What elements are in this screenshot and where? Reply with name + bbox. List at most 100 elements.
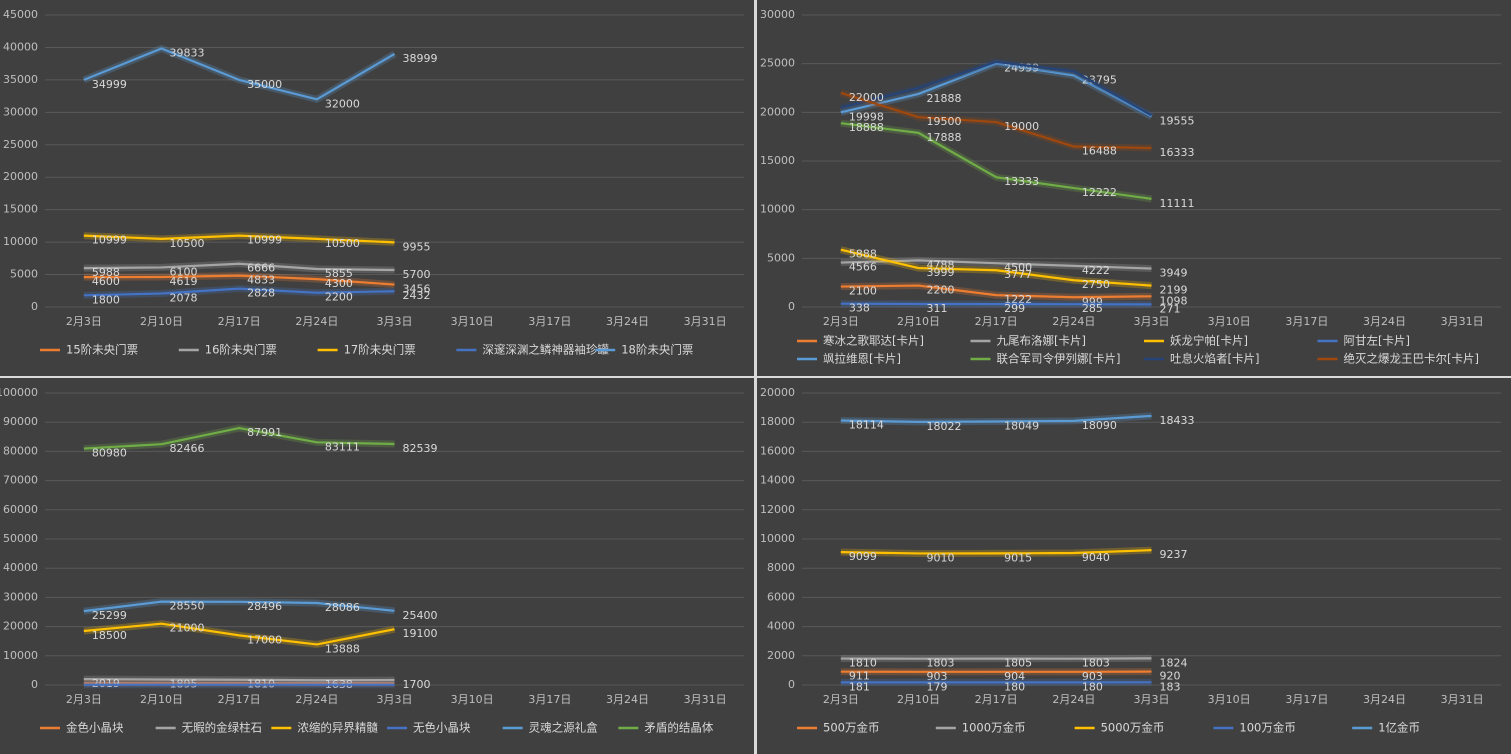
series-line: [83, 426, 395, 450]
data-label: 21000: [170, 622, 205, 635]
x-tick-label: 3月24日: [606, 693, 649, 706]
data-label: 82466: [170, 442, 205, 455]
data-label: 4566: [849, 261, 877, 274]
data-label: 3777: [1004, 268, 1032, 281]
legend-label: 九尾布洛娜[卡片]: [997, 334, 1086, 348]
y-tick-label: 2000: [767, 649, 795, 662]
data-label: 180: [1004, 680, 1025, 693]
x-tick-label: 3月3日: [1134, 315, 1170, 328]
series-line: [83, 262, 395, 272]
x-tick-label: 3月24日: [1363, 315, 1406, 328]
data-label: 6666: [247, 262, 275, 275]
series-line: [83, 678, 395, 682]
data-label: 1800: [92, 293, 120, 306]
x-tick-label: 2月3日: [66, 693, 102, 706]
x-tick-label: 3月17日: [1285, 693, 1328, 706]
data-label: 311: [927, 302, 948, 315]
data-label: 183: [1160, 680, 1181, 693]
y-tick-label: 0: [31, 300, 38, 313]
data-label: 82539: [403, 442, 438, 455]
series-line: [840, 60, 1153, 117]
y-tick-label: 5000: [767, 251, 795, 264]
series-line: [83, 600, 395, 613]
chart-panel: 0 5000 10000 15000 20000 25000 30000 35000 40000…: [0, 0, 754, 376]
y-tick-label: 30000: [3, 105, 38, 118]
y-tick-label: 14000: [760, 474, 795, 487]
x-tick-label: 2月24日: [295, 315, 338, 328]
data-label: 180: [1082, 680, 1103, 693]
x-tick-label: 3月17日: [1285, 315, 1328, 328]
x-tick-label: 3月3日: [1134, 693, 1170, 706]
data-label: 18114: [849, 419, 884, 432]
x-tick-label: 3月31日: [684, 315, 727, 328]
data-label: 10999: [92, 234, 127, 247]
data-label: 21888: [927, 92, 962, 105]
data-label: 18888: [849, 121, 884, 134]
series-line: [83, 274, 395, 286]
data-label: 2432: [403, 289, 431, 302]
y-tick-label: 35000: [3, 73, 38, 86]
x-tick-label: 2月10日: [897, 693, 940, 706]
x-tick-label: 3月24日: [606, 315, 649, 328]
data-label: 17000: [247, 633, 282, 646]
y-tick-label: 20000: [3, 170, 38, 183]
data-label: 25400: [403, 609, 438, 622]
data-label: 1824: [1160, 656, 1188, 669]
panel-background: [757, 378, 1511, 754]
legend-label: 5000万金币: [1101, 721, 1165, 735]
x-tick-label: 2月10日: [140, 693, 183, 706]
legend-label: 矛盾的结晶体: [644, 721, 713, 735]
data-label: 10500: [325, 237, 360, 250]
data-label: 22000: [849, 91, 884, 104]
data-label: 3456: [403, 283, 431, 296]
data-label: 39833: [170, 47, 205, 60]
data-label: 18049: [1004, 419, 1039, 432]
y-tick-label: 20000: [760, 105, 795, 118]
data-label: 10500: [170, 237, 205, 250]
x-tick-label: 3月10日: [451, 693, 494, 706]
legend-label: 绝灭之爆龙王巴卡尔[卡片]: [1344, 352, 1479, 366]
data-label: 28086: [325, 601, 360, 614]
panel-background: [0, 378, 754, 754]
legend-label: 16阶未央门票: [205, 343, 277, 357]
data-label: 80980: [92, 447, 127, 460]
y-tick-label: 90000: [3, 415, 38, 428]
legend-label: 无暇的金绿柱石: [182, 721, 263, 735]
data-label: 5888: [849, 248, 877, 261]
data-label: 18433: [1160, 414, 1195, 427]
data-label: 4619: [170, 275, 198, 288]
data-label: 17888: [927, 131, 962, 144]
y-tick-label: 60000: [3, 503, 38, 516]
data-label: 338: [849, 302, 870, 315]
data-label: 16488: [1082, 145, 1117, 158]
data-label: 18500: [92, 629, 127, 642]
data-label: 1810: [849, 657, 877, 670]
panel-background: [757, 0, 1511, 376]
data-label: 2078: [170, 292, 198, 305]
x-tick-label: 3月17日: [528, 315, 571, 328]
y-tick-label: 45000: [3, 8, 38, 21]
legend-label: 联合军司令伊列娜[卡片]: [997, 352, 1121, 366]
data-label: 28550: [170, 600, 205, 613]
legend-label: 吐息火焰者[卡片]: [1170, 352, 1259, 366]
y-tick-label: 70000: [3, 474, 38, 487]
x-tick-label: 2月17日: [218, 315, 261, 328]
x-tick-label: 3月24日: [1363, 693, 1406, 706]
legend-label: 妖龙宁帕[卡片]: [1170, 334, 1248, 348]
x-tick-label: 3月3日: [377, 315, 413, 328]
data-label: 5700: [403, 268, 431, 281]
y-tick-label: 0: [788, 300, 795, 313]
data-label: 13888: [325, 642, 360, 655]
y-tick-label: 40000: [3, 40, 38, 53]
y-tick-label: 16000: [760, 444, 795, 457]
x-tick-label: 3月17日: [528, 693, 571, 706]
series-line: [840, 248, 1152, 287]
data-label: 18022: [927, 420, 962, 433]
data-label: 299: [1004, 302, 1025, 315]
data-label: 2200: [927, 284, 955, 297]
y-tick-label: 20000: [3, 620, 38, 633]
series-line: [840, 62, 1153, 118]
data-label: 1803: [1082, 657, 1110, 670]
x-tick-label: 2月17日: [975, 693, 1018, 706]
x-tick-label: 2月24日: [1052, 693, 1095, 706]
